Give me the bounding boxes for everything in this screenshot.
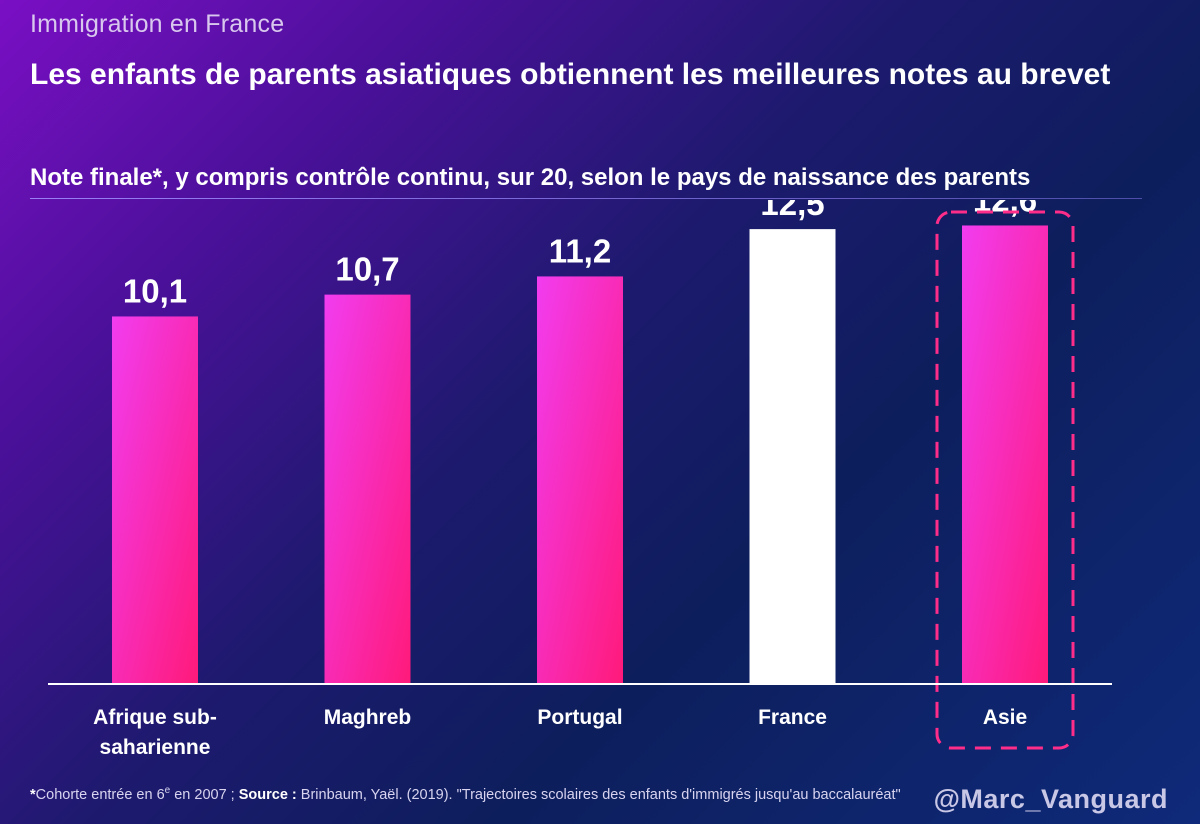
subtitle-divider — [30, 198, 1142, 199]
value-label: 11,2 — [549, 232, 611, 269]
bar-afrique-sub-saharienne — [112, 316, 198, 684]
category-label: France — [758, 706, 827, 729]
bar-asie — [962, 225, 1048, 684]
highlight-box — [935, 210, 1075, 750]
value-label: 12,5 — [760, 200, 824, 222]
footnote-sup: e — [164, 785, 171, 796]
footnote-star: * — [30, 786, 36, 803]
value-label: 12,6 — [973, 200, 1037, 218]
chart-title: Les enfants de parents asiatiques obtien… — [30, 58, 1111, 91]
bar-chart: 10,1 Afrique sub-saharienne 10,7 Maghreb 11,… — [48, 200, 1112, 759]
kicker-label: Immigration en France — [30, 10, 285, 38]
category-label: Maghreb — [324, 706, 412, 729]
bar-portugal — [537, 276, 623, 684]
category-label: saharienne — [100, 736, 211, 759]
source-text: Brinbaum, Yaël. (2019). "Trajectoires sc… — [296, 786, 901, 803]
footnote-text-2: en 2007 ; — [170, 786, 239, 803]
chart-subtitle: Note finale*, y compris contrôle continu… — [30, 164, 1031, 191]
category-label: Asie — [983, 706, 1027, 729]
value-label: 10,7 — [335, 251, 399, 288]
bars-layer: 10,1 Afrique sub-saharienne 10,7 Maghreb 11,… — [48, 200, 1112, 759]
footnote-text: Cohorte entrée en 6 — [35, 786, 165, 803]
category-label: Afrique sub- — [93, 706, 217, 729]
author-handle: @Marc_Vanguard — [933, 784, 1168, 814]
bar-maghreb — [324, 294, 411, 684]
bar-france — [749, 229, 836, 684]
footnote: *Cohorte entrée en 6e en 2007 ; Source :… — [30, 782, 910, 804]
value-label: 10,1 — [123, 272, 187, 309]
category-label: Portugal — [537, 706, 622, 729]
source-label: Source : — [238, 786, 297, 803]
